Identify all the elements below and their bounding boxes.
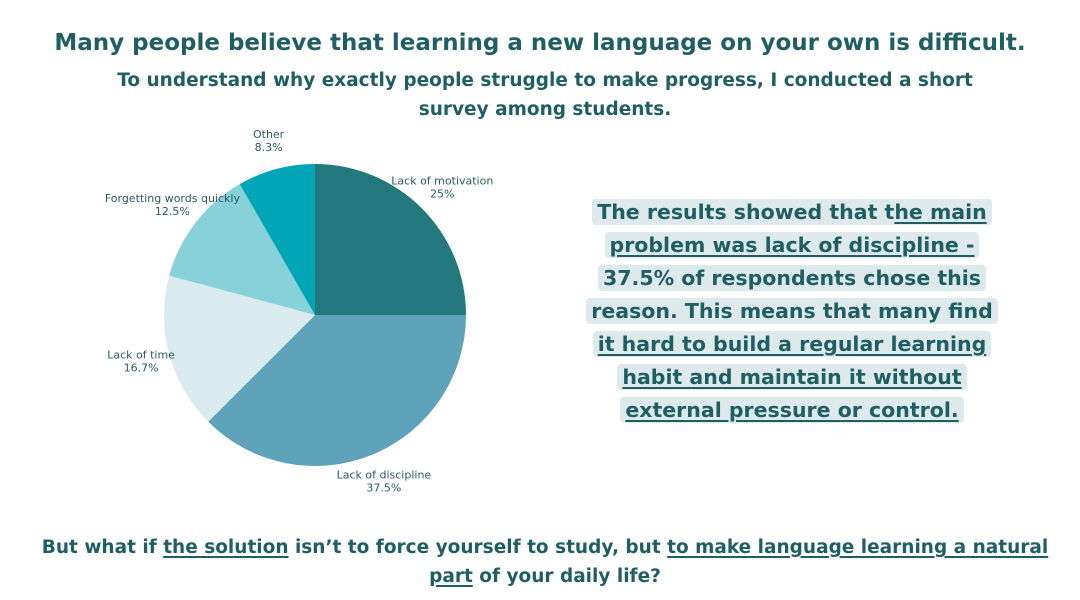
pie-chart: Lack of motivation 25% Lack of discipline 3… bbox=[105, 130, 494, 494]
callout-emphasis-habit: it hard to build a regular learning habi… bbox=[597, 332, 987, 422]
pie-label-forgetting-words-quickly: Forgetting words quickly 12.5% bbox=[105, 192, 241, 218]
pie-slice-lack-of-motivation bbox=[315, 164, 466, 315]
pie-label-other: Other 8.3% bbox=[253, 130, 285, 154]
pie-slice-lack-of-discipline bbox=[208, 315, 467, 466]
callout-emphasis-main-problem: he main problem was lack of discipline - bbox=[609, 200, 987, 257]
callout-seg1: The results showed that t bbox=[597, 200, 895, 224]
results-callout: The results showed that the main problem… bbox=[582, 196, 1002, 427]
footer-seg1: But what if bbox=[41, 537, 164, 558]
footer-seg5: of your daily life? bbox=[472, 566, 661, 587]
page-subtitle: To understand why exactly people struggl… bbox=[117, 70, 973, 120]
callout-text: The results showed that the main problem… bbox=[586, 199, 998, 423]
pie-slice-forgetting-words-quickly bbox=[169, 184, 315, 315]
footer-seg3: isn’t to force yourself to study, but bbox=[288, 537, 668, 558]
footer-emphasis-solution: the solution bbox=[163, 537, 289, 558]
callout-seg3: 37.5% of respondents chose this reason. … bbox=[591, 266, 993, 323]
pie-slice-lack-of-time bbox=[164, 275, 315, 422]
pie-label-lack-of-motivation: Lack of motivation 25% bbox=[391, 175, 493, 201]
pie-label-lack-of-discipline: Lack of discipline 37.5% bbox=[337, 468, 432, 494]
footer-emphasis-natural-part: to make language learning a natural part bbox=[429, 537, 1049, 587]
pie-slice-other bbox=[239, 164, 315, 315]
pie-label-lack-of-time: Lack of time 16.7% bbox=[107, 348, 175, 374]
page-title: Many people believe that learning a new … bbox=[54, 30, 1026, 56]
closing-question: But what if the solution isn’t to force … bbox=[40, 533, 1050, 591]
